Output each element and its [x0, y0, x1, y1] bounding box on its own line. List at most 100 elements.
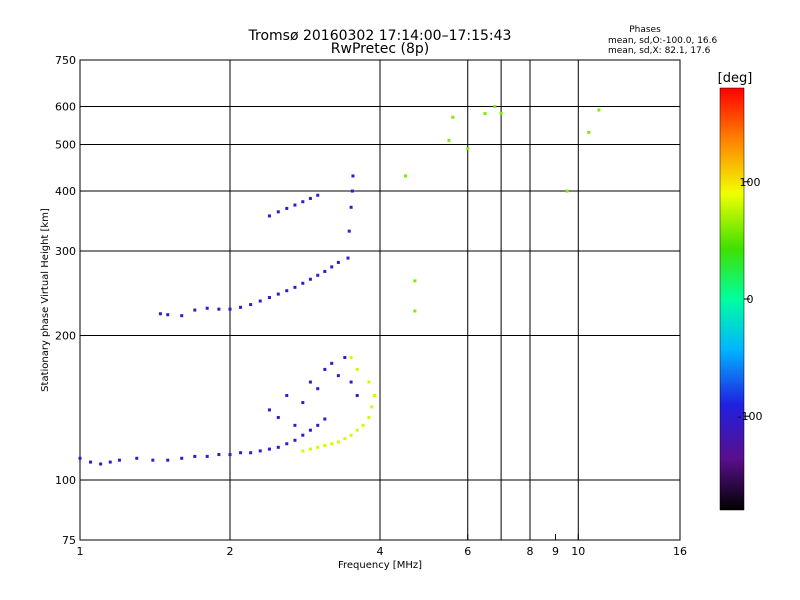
data-point — [343, 355, 347, 359]
data-point — [308, 196, 312, 200]
data-point — [193, 454, 197, 458]
data-point — [276, 292, 280, 296]
colorbar-ticks: 100 0 -100 — [738, 176, 763, 423]
data-point — [166, 458, 170, 462]
data-point — [499, 112, 503, 116]
colorbar-tick-label: -100 — [738, 410, 763, 423]
y-tick-label: 75 — [62, 534, 76, 547]
data-point — [373, 394, 377, 398]
data-point — [293, 438, 297, 442]
data-point — [180, 314, 184, 318]
data-point — [349, 205, 353, 209]
data-point — [343, 437, 347, 441]
data-point — [78, 456, 82, 460]
data-point — [267, 447, 271, 451]
legend-heading: Phases — [629, 25, 661, 35]
data-point — [493, 105, 497, 109]
data-point — [403, 174, 407, 178]
data-point — [483, 112, 487, 116]
data-point — [276, 445, 280, 449]
data-point — [166, 313, 170, 317]
data-point — [316, 423, 320, 427]
data-point — [301, 281, 305, 285]
data-point — [316, 273, 320, 277]
y-tick-label: 200 — [55, 330, 76, 343]
data-point — [267, 214, 271, 218]
data-point — [205, 454, 209, 458]
colorbar-label: [deg] — [718, 71, 753, 86]
data-point — [316, 193, 320, 197]
data-point — [308, 380, 312, 384]
x-tick-label: 9 — [552, 545, 559, 558]
data-point — [413, 279, 417, 283]
data-point — [349, 355, 353, 359]
data-point — [108, 460, 112, 464]
data-point — [350, 189, 354, 193]
data-point — [228, 307, 232, 311]
x-tick-label: 10 — [571, 545, 585, 558]
data-point — [217, 307, 221, 311]
colorbar-tick-label: 0 — [747, 293, 754, 306]
colorbar-tick-label: 100 — [740, 176, 761, 189]
data-point — [285, 289, 289, 293]
data-point — [330, 361, 334, 365]
data-point — [346, 256, 350, 260]
data-point — [370, 405, 374, 409]
data-point — [239, 451, 243, 455]
data-point — [158, 312, 162, 316]
data-point — [336, 260, 340, 264]
data-point — [355, 394, 359, 398]
data-point — [597, 108, 601, 112]
data-point — [301, 200, 305, 204]
data-point — [355, 428, 359, 432]
data-point — [205, 306, 209, 310]
data-point — [308, 428, 312, 432]
data-point — [99, 462, 103, 466]
data-point — [308, 447, 312, 451]
data-point — [89, 460, 93, 464]
legend-line-x: mean, sd,X: 82.1, 17.6 — [608, 46, 711, 56]
data-point — [308, 277, 312, 281]
data-point — [316, 445, 320, 449]
data-point — [367, 415, 371, 419]
data-point — [249, 303, 253, 307]
y-tick-label: 300 — [55, 245, 76, 258]
data-point — [361, 423, 365, 427]
data-point — [258, 299, 262, 303]
x-axis-ticks: 1 2 4 6 8 9 10 16 — [77, 534, 687, 558]
data-point — [249, 451, 253, 455]
data-point — [135, 456, 139, 460]
data-point — [351, 174, 355, 178]
x-axis-label: Frequency [MHz] — [338, 560, 422, 571]
data-point — [276, 210, 280, 214]
data-point — [587, 130, 591, 134]
data-point — [293, 423, 297, 427]
data-point — [285, 394, 289, 398]
data-point — [349, 433, 353, 437]
grid-lines — [80, 60, 680, 540]
data-point — [349, 380, 353, 384]
data-point — [323, 417, 327, 421]
data-point — [285, 206, 289, 210]
data-point — [228, 453, 232, 457]
data-point — [239, 305, 243, 309]
data-point — [285, 442, 289, 446]
data-point — [301, 449, 305, 453]
data-point — [347, 229, 351, 233]
data-point — [330, 265, 334, 269]
x-tick-label: 4 — [377, 545, 384, 558]
x-tick-label: 16 — [673, 545, 687, 558]
y-axis-ticks: 75 100 200 300 400 500 600 750 — [55, 54, 86, 547]
x-tick-label: 6 — [464, 545, 471, 558]
data-point — [316, 387, 320, 391]
data-point — [193, 308, 197, 312]
y-tick-label: 100 — [55, 474, 76, 487]
data-point — [293, 203, 297, 207]
data-point — [276, 415, 280, 419]
x-tick-label: 2 — [227, 545, 234, 558]
data-point — [413, 309, 417, 313]
data-point — [451, 115, 455, 119]
y-tick-label: 750 — [55, 54, 76, 67]
data-point — [293, 285, 297, 289]
data-point — [336, 440, 340, 444]
